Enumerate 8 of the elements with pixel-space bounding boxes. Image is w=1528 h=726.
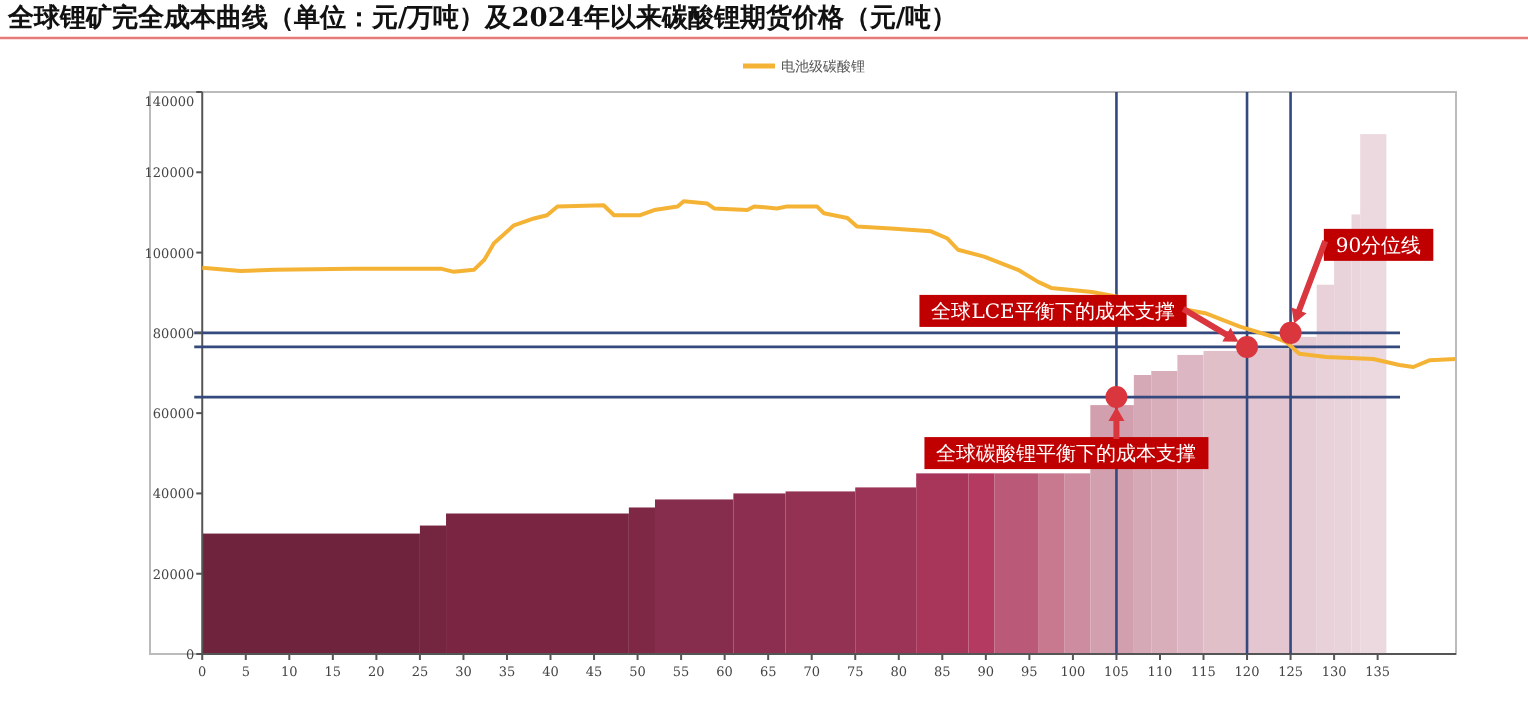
point — [1279, 321, 1302, 344]
annotation: 全球LCE平衡下的成本支撑 — [931, 299, 1175, 324]
chart-title: 全球锂矿完全成本曲线（单位：元/万吨）及2024年以来碳酸锂期货价格（元/吨） — [6, 2, 958, 34]
point — [1105, 386, 1128, 409]
annotation: 90分位线 — [1335, 233, 1422, 258]
line-series — [200, 199, 1458, 369]
annotation: 全球碳酸锂平衡下的成本支撑 — [936, 442, 1197, 467]
point — [1236, 335, 1259, 358]
